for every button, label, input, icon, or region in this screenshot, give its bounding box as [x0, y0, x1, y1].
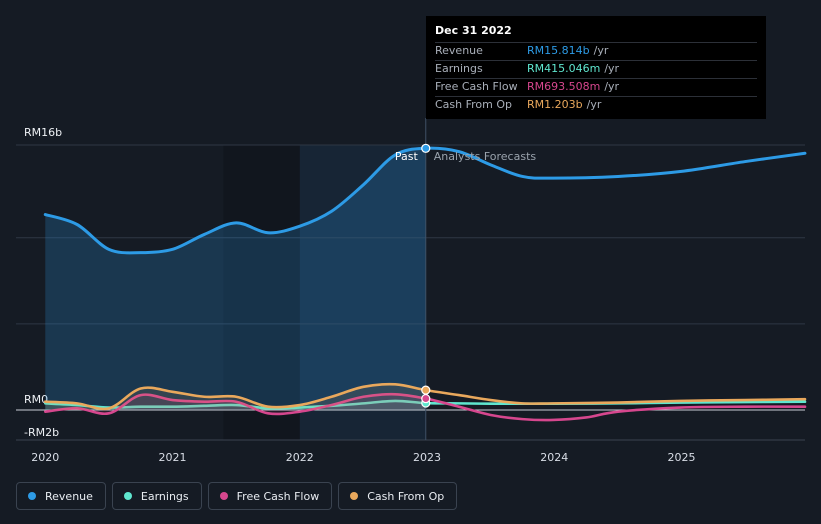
tooltip-row-free-cash-flow: Free Cash Flow RM693.508m /yr	[435, 78, 757, 96]
y-label-top: RM16b	[24, 126, 62, 139]
legend-label: Cash From Op	[367, 489, 445, 503]
revenue-marker	[421, 143, 431, 153]
forecast-label: Analysts Forecasts	[434, 150, 537, 163]
x-tick-label: 2024	[540, 451, 568, 464]
free-cash-flow-marker	[421, 393, 431, 404]
tooltip-value: RM15.814b	[527, 44, 590, 57]
legend-label: Free Cash Flow	[236, 489, 320, 503]
tooltip-date: Dec 31 2022	[435, 24, 512, 37]
free-cash-flow-area	[45, 394, 426, 414]
x-tick-label: 2021	[159, 451, 187, 464]
revenue-area	[45, 148, 426, 410]
legend-label: Revenue	[45, 489, 93, 503]
tooltip-name: Free Cash Flow	[435, 80, 518, 93]
tooltip-value: RM415.046m	[527, 62, 601, 75]
cash-from-op-dot-icon	[350, 492, 359, 500]
free-cash-flow-line	[43, 392, 807, 422]
legend-label: Earnings	[140, 489, 189, 503]
cash-from-op-marker	[421, 385, 431, 395]
tooltip-name: Revenue	[435, 44, 483, 57]
tooltip-unit: /yr	[604, 62, 620, 75]
tooltip: Dec 31 2022 Revenue RM15.814b /yr Earnin…	[426, 16, 766, 119]
revenue-line	[43, 146, 807, 255]
tooltip-row-cash-from-op: Cash From Op RM1.203b /yr	[435, 96, 757, 114]
revenue-dot-icon	[28, 492, 36, 500]
free-cash-flow-dot-icon	[219, 492, 228, 500]
legend: Revenue Earnings Free Cash Flow Cash Fro…	[16, 482, 458, 510]
legend-item-free-cash-flow[interactable]: Free Cash Flow	[207, 482, 333, 510]
past-label: Past	[395, 150, 419, 163]
legend-item-earnings[interactable]: Earnings	[111, 482, 202, 510]
tooltip-value: RM693.508m	[527, 80, 601, 93]
tooltip-name: Earnings	[435, 62, 483, 75]
y-label-bottom: -RM2b	[24, 426, 59, 439]
x-tick-label: 2025	[668, 451, 696, 464]
highlight-band	[299, 145, 426, 440]
earnings-dot-icon	[123, 492, 132, 500]
legend-item-cash-from-op[interactable]: Cash From Op	[338, 482, 458, 510]
shade-band	[223, 145, 300, 440]
tooltip-unit: /yr	[604, 80, 620, 93]
x-tick-label: 2023	[413, 451, 441, 464]
cash-from-op-line	[43, 382, 807, 411]
tooltip-row-earnings: Earnings RM415.046m /yr	[435, 60, 757, 78]
x-tick-label: 2020	[31, 451, 59, 464]
tooltip-value: RM1.203b	[527, 98, 583, 111]
legend-item-revenue[interactable]: Revenue	[16, 482, 106, 510]
x-tick-label: 2022	[286, 451, 314, 464]
y-label-zero: RM0	[24, 393, 48, 406]
tooltip-unit: /yr	[586, 98, 602, 111]
tooltip-unit: /yr	[593, 44, 609, 57]
tooltip-row-revenue: Revenue RM15.814b /yr	[435, 42, 757, 60]
tooltip-name: Cash From Op	[435, 98, 513, 111]
